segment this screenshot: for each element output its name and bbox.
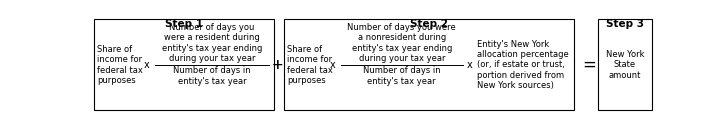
Text: x: x <box>467 60 472 70</box>
Text: Step 3: Step 3 <box>606 19 644 29</box>
Text: Entity's New York
allocation percentage
(or, if estate or trust,
portion derived: Entity's New York allocation percentage … <box>477 40 569 90</box>
Text: +: + <box>272 58 282 72</box>
Text: Number of days in
entity's tax year: Number of days in entity's tax year <box>363 66 440 86</box>
Text: x: x <box>330 60 336 70</box>
Bar <box>94 19 274 110</box>
Text: =: = <box>582 56 596 74</box>
Bar <box>598 19 652 110</box>
Text: Number of days you
were a resident during
entity's tax year ending
during your t: Number of days you were a resident durin… <box>162 23 262 63</box>
Bar <box>284 19 574 110</box>
Text: Share of
income for
federal tax
purposes: Share of income for federal tax purposes <box>287 45 333 85</box>
Text: Number of days in
entity's tax year: Number of days in entity's tax year <box>173 66 250 86</box>
Text: Step 1: Step 1 <box>165 19 203 29</box>
Text: x: x <box>144 60 150 70</box>
Text: +: + <box>272 58 282 72</box>
Text: Step 2: Step 2 <box>410 19 448 29</box>
Text: Share of
income for
federal tax
purposes: Share of income for federal tax purposes <box>98 45 143 85</box>
Text: Number of days you were
a nonresident during
entity's tax year ending
during you: Number of days you were a nonresident du… <box>347 23 456 63</box>
Text: New York
State
amount: New York State amount <box>606 50 644 80</box>
